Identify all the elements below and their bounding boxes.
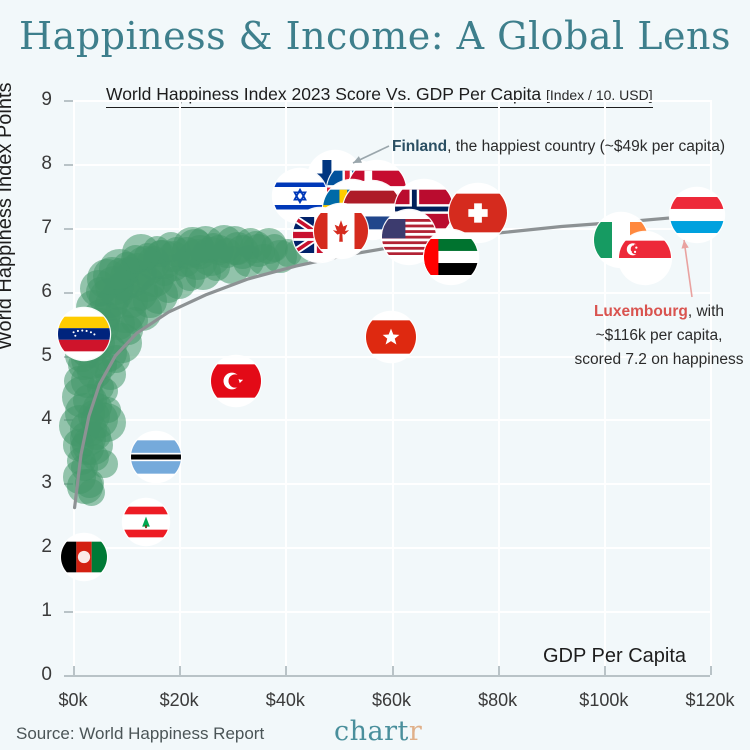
flag-marker-tr (211, 356, 261, 406)
x-tick (179, 666, 182, 675)
flag-marker-ca (314, 204, 368, 258)
x-tick-label: $120k (685, 690, 735, 710)
flag-marker-ve (58, 308, 110, 360)
gridline-horizontal (73, 611, 710, 614)
x-axis-line (73, 675, 710, 677)
y-tick-label: 6 (41, 280, 52, 302)
annotation-luxembourg-suffix: , with (687, 303, 725, 320)
y-tick-label: 0 (41, 664, 52, 685)
y-tick (64, 291, 73, 294)
y-tick (64, 227, 73, 230)
chartr-logo-main: chart (334, 716, 409, 747)
scatter-bubble (94, 396, 122, 423)
arrow-luxembourg (681, 239, 693, 298)
annotation-finland-country: Finland (392, 138, 448, 155)
gridline-vertical (497, 100, 500, 675)
x-tick (285, 666, 288, 675)
flag-marker-sg (619, 232, 671, 284)
gridline-horizontal (73, 483, 710, 486)
y-tick (64, 163, 73, 166)
y-tick-label: 4 (41, 408, 52, 430)
scatter-bubble (78, 479, 106, 507)
x-tick-label: $40k (265, 690, 305, 710)
annotation-luxembourg-line1: Luxembourg, with (573, 300, 745, 324)
y-tick-label: 2 (41, 536, 52, 558)
x-tick-label: $60k (371, 690, 412, 710)
chartr-logo: chartr (334, 716, 422, 747)
x-tick-label: $80k (478, 690, 518, 710)
x-tick (603, 666, 606, 675)
flag-marker-af (61, 534, 107, 580)
annotation-luxembourg-line3: scored 7.2 on happiness (574, 351, 744, 369)
flag-marker-bw (131, 432, 181, 482)
chartr-logo-accent: r (408, 716, 423, 747)
y-tick-label: 1 (41, 600, 52, 622)
gridline-vertical (710, 100, 712, 675)
y-tick-label: 8 (41, 152, 52, 174)
annotation-luxembourg-line2: ~$116k per capita, (595, 327, 723, 345)
y-tick-label: 7 (41, 216, 52, 238)
y-tick-label: 3 (41, 472, 52, 494)
flag-marker-lb (123, 499, 169, 545)
gridline-horizontal (73, 419, 710, 422)
scatter-bubble (187, 225, 225, 264)
x-tick (710, 666, 712, 675)
flag-marker-lu (670, 188, 724, 242)
flag-marker-ch (449, 184, 507, 242)
y-axis-title: World Happiness Index Points (0, 82, 16, 350)
gridline-vertical (603, 100, 606, 675)
flag-marker-hk (366, 312, 416, 362)
chart-subtitle-unit: [Index / 10, USD] (546, 87, 653, 103)
y-tick (64, 100, 73, 102)
gridline-horizontal (73, 100, 710, 102)
annotation-luxembourg: Luxembourg, with ~$116k per capita, scor… (573, 300, 745, 372)
annotation-luxembourg-country: Luxembourg (593, 303, 688, 320)
y-tick (64, 675, 73, 677)
source-note: Source: World Happiness Report (16, 724, 265, 743)
x-tick-label: $0k (58, 690, 88, 710)
chart-subtitle-text: World Happiness Index 2023 Score Vs. GDP… (106, 84, 542, 104)
x-tick (73, 666, 75, 675)
gridline-horizontal (73, 547, 710, 550)
x-tick-label: $100k (579, 690, 629, 710)
page-title: Happiness & Income: A Global Lens (19, 14, 731, 58)
x-axis-title: GDP Per Capita (543, 645, 687, 667)
y-tick (64, 611, 73, 614)
y-tick-label: 9 (41, 89, 52, 110)
y-tick-label: 5 (41, 344, 52, 366)
x-tick (497, 666, 500, 675)
annotation-finland: Finland, the happiest country (~$49k per… (392, 138, 725, 156)
gridline-vertical (179, 100, 182, 675)
chart-subtitle: World Happiness Index 2023 Score Vs. GDP… (106, 84, 653, 108)
flag-marker-ae (424, 230, 478, 284)
x-tick (391, 666, 394, 675)
x-tick-label: $20k (159, 690, 199, 710)
scatter-bubble (93, 256, 132, 295)
annotation-finland-text: , the happiest country (~$49k per capita… (447, 138, 725, 155)
